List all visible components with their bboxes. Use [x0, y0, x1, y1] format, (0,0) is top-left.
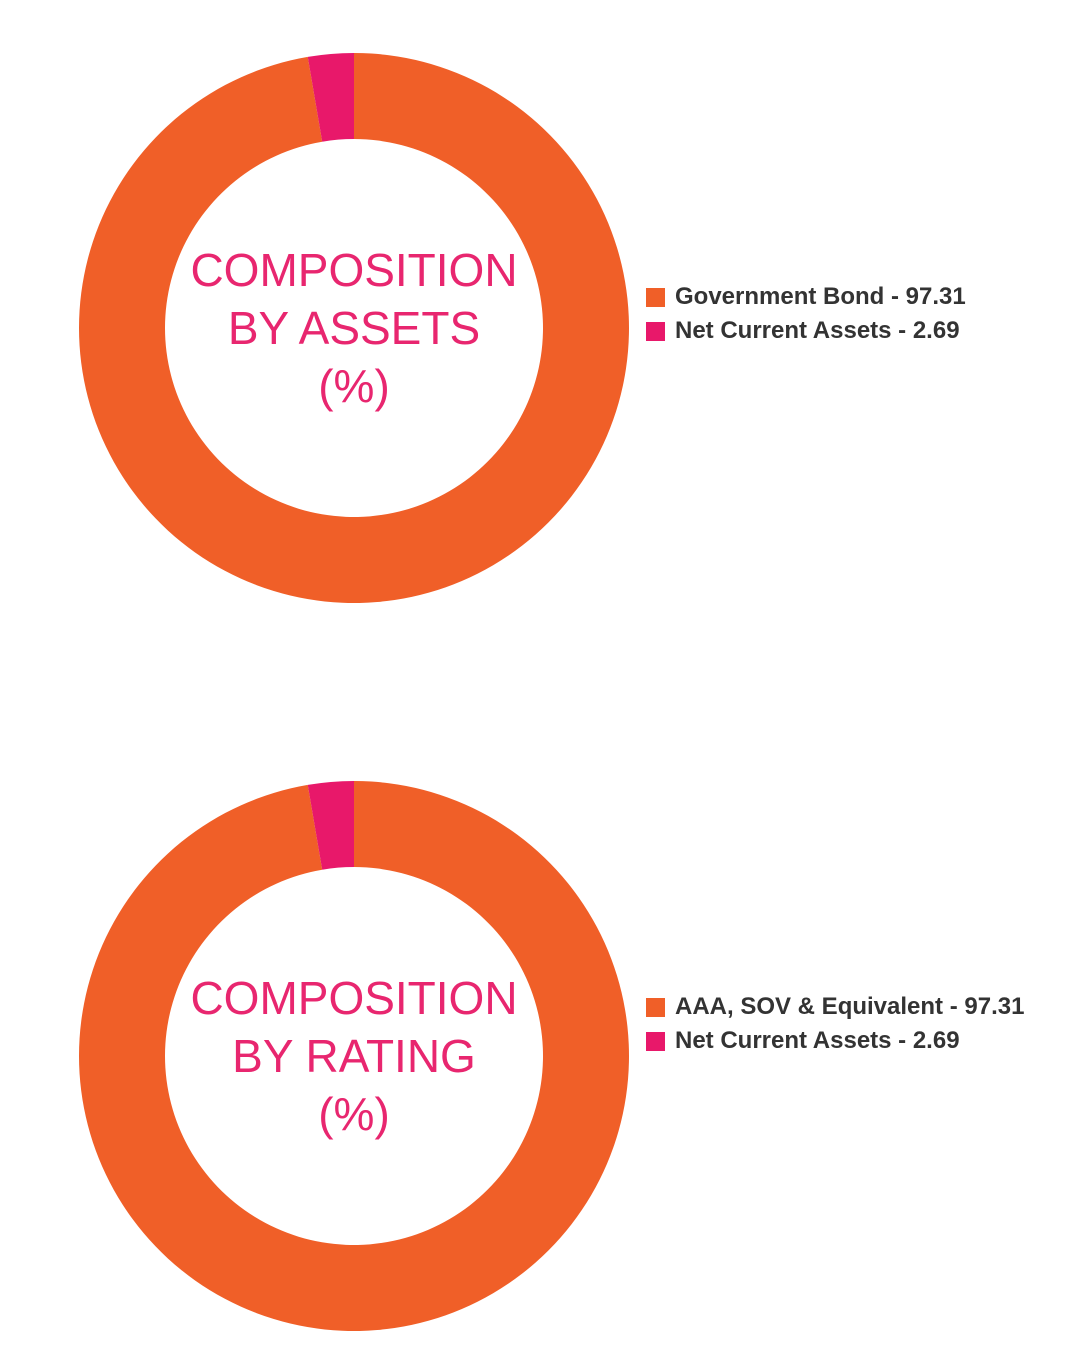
legend-label: AAA, SOV & Equivalent - 97.31 [675, 993, 1025, 1020]
legend-swatch [646, 288, 665, 307]
chart-composition-by-assets: COMPOSITION BY ASSETS (%) Government Bon… [0, 50, 1080, 610]
donut-chart-rating [78, 781, 629, 1331]
chart-title-line-2: BY ASSETS [227, 302, 481, 354]
chart-title-line-1: COMPOSITION [190, 244, 518, 296]
chart-title-line-3: (%) [318, 360, 390, 412]
chart-composition-by-rating: COMPOSITION BY RATING (%) AAA, SOV & Equ… [0, 778, 1080, 1338]
chart-title-line-1: COMPOSITION [190, 972, 518, 1024]
legend-item-net-current-assets: Net Current Assets - 2.69 [646, 1024, 1046, 1058]
donut-slice-net-current-assets-2-69 [307, 53, 354, 142]
donut-slice-net-current-assets-2-69 [307, 781, 354, 870]
legend-label: Net Current Assets - 2.69 [675, 317, 960, 344]
donut-chart-assets [78, 53, 629, 603]
legend-item-net-current-assets: Net Current Assets - 2.69 [646, 314, 1046, 348]
legend: AAA, SOV & Equivalent - 97.31 Net Curren… [646, 990, 1046, 1058]
legend-swatch [646, 1032, 665, 1051]
chart-title-line-2: BY RATING [232, 1030, 476, 1082]
chart-title: COMPOSITION BY RATING (%) [154, 969, 554, 1143]
donut-slice-aaa-sov-equivalent-97-31 [78, 781, 629, 1331]
legend-swatch [646, 998, 665, 1017]
donut-slice-government-bond-97-31 [78, 53, 629, 603]
legend-label: Government Bond - 97.31 [675, 283, 966, 310]
legend-swatch [646, 322, 665, 341]
legend-item-government-bond: Government Bond - 97.31 [646, 280, 1046, 314]
legend-item-aaa-sov-equivalent: AAA, SOV & Equivalent - 97.31 [646, 990, 1046, 1024]
chart-title: COMPOSITION BY ASSETS (%) [154, 241, 554, 415]
legend-label: Net Current Assets - 2.69 [675, 1027, 960, 1054]
chart-title-line-3: (%) [318, 1088, 390, 1140]
legend: Government Bond - 97.31 Net Current Asse… [646, 280, 1046, 348]
